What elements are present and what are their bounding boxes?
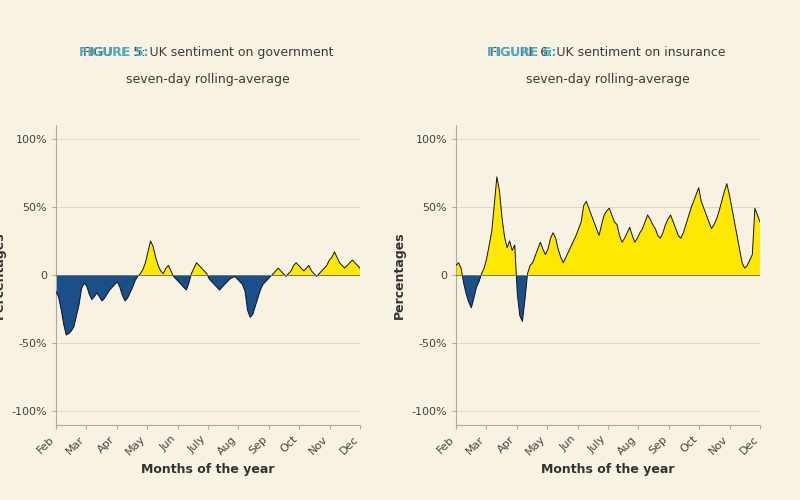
Text: seven-day rolling-average: seven-day rolling-average <box>526 73 690 86</box>
Y-axis label: Percentages: Percentages <box>0 231 6 319</box>
X-axis label: Months of the year: Months of the year <box>142 463 274 476</box>
Text: FIGURE 5: UK sentiment on government: FIGURE 5: UK sentiment on government <box>82 46 334 59</box>
Text: FIGURE 6: UK sentiment on insurance: FIGURE 6: UK sentiment on insurance <box>490 46 726 59</box>
Text: FIGURE 5:: FIGURE 5: <box>79 46 149 59</box>
Y-axis label: Percentages: Percentages <box>393 231 406 319</box>
Text: seven-day rolling-average: seven-day rolling-average <box>126 73 290 86</box>
X-axis label: Months of the year: Months of the year <box>542 463 674 476</box>
Text: FIGURE 6:: FIGURE 6: <box>486 46 556 59</box>
